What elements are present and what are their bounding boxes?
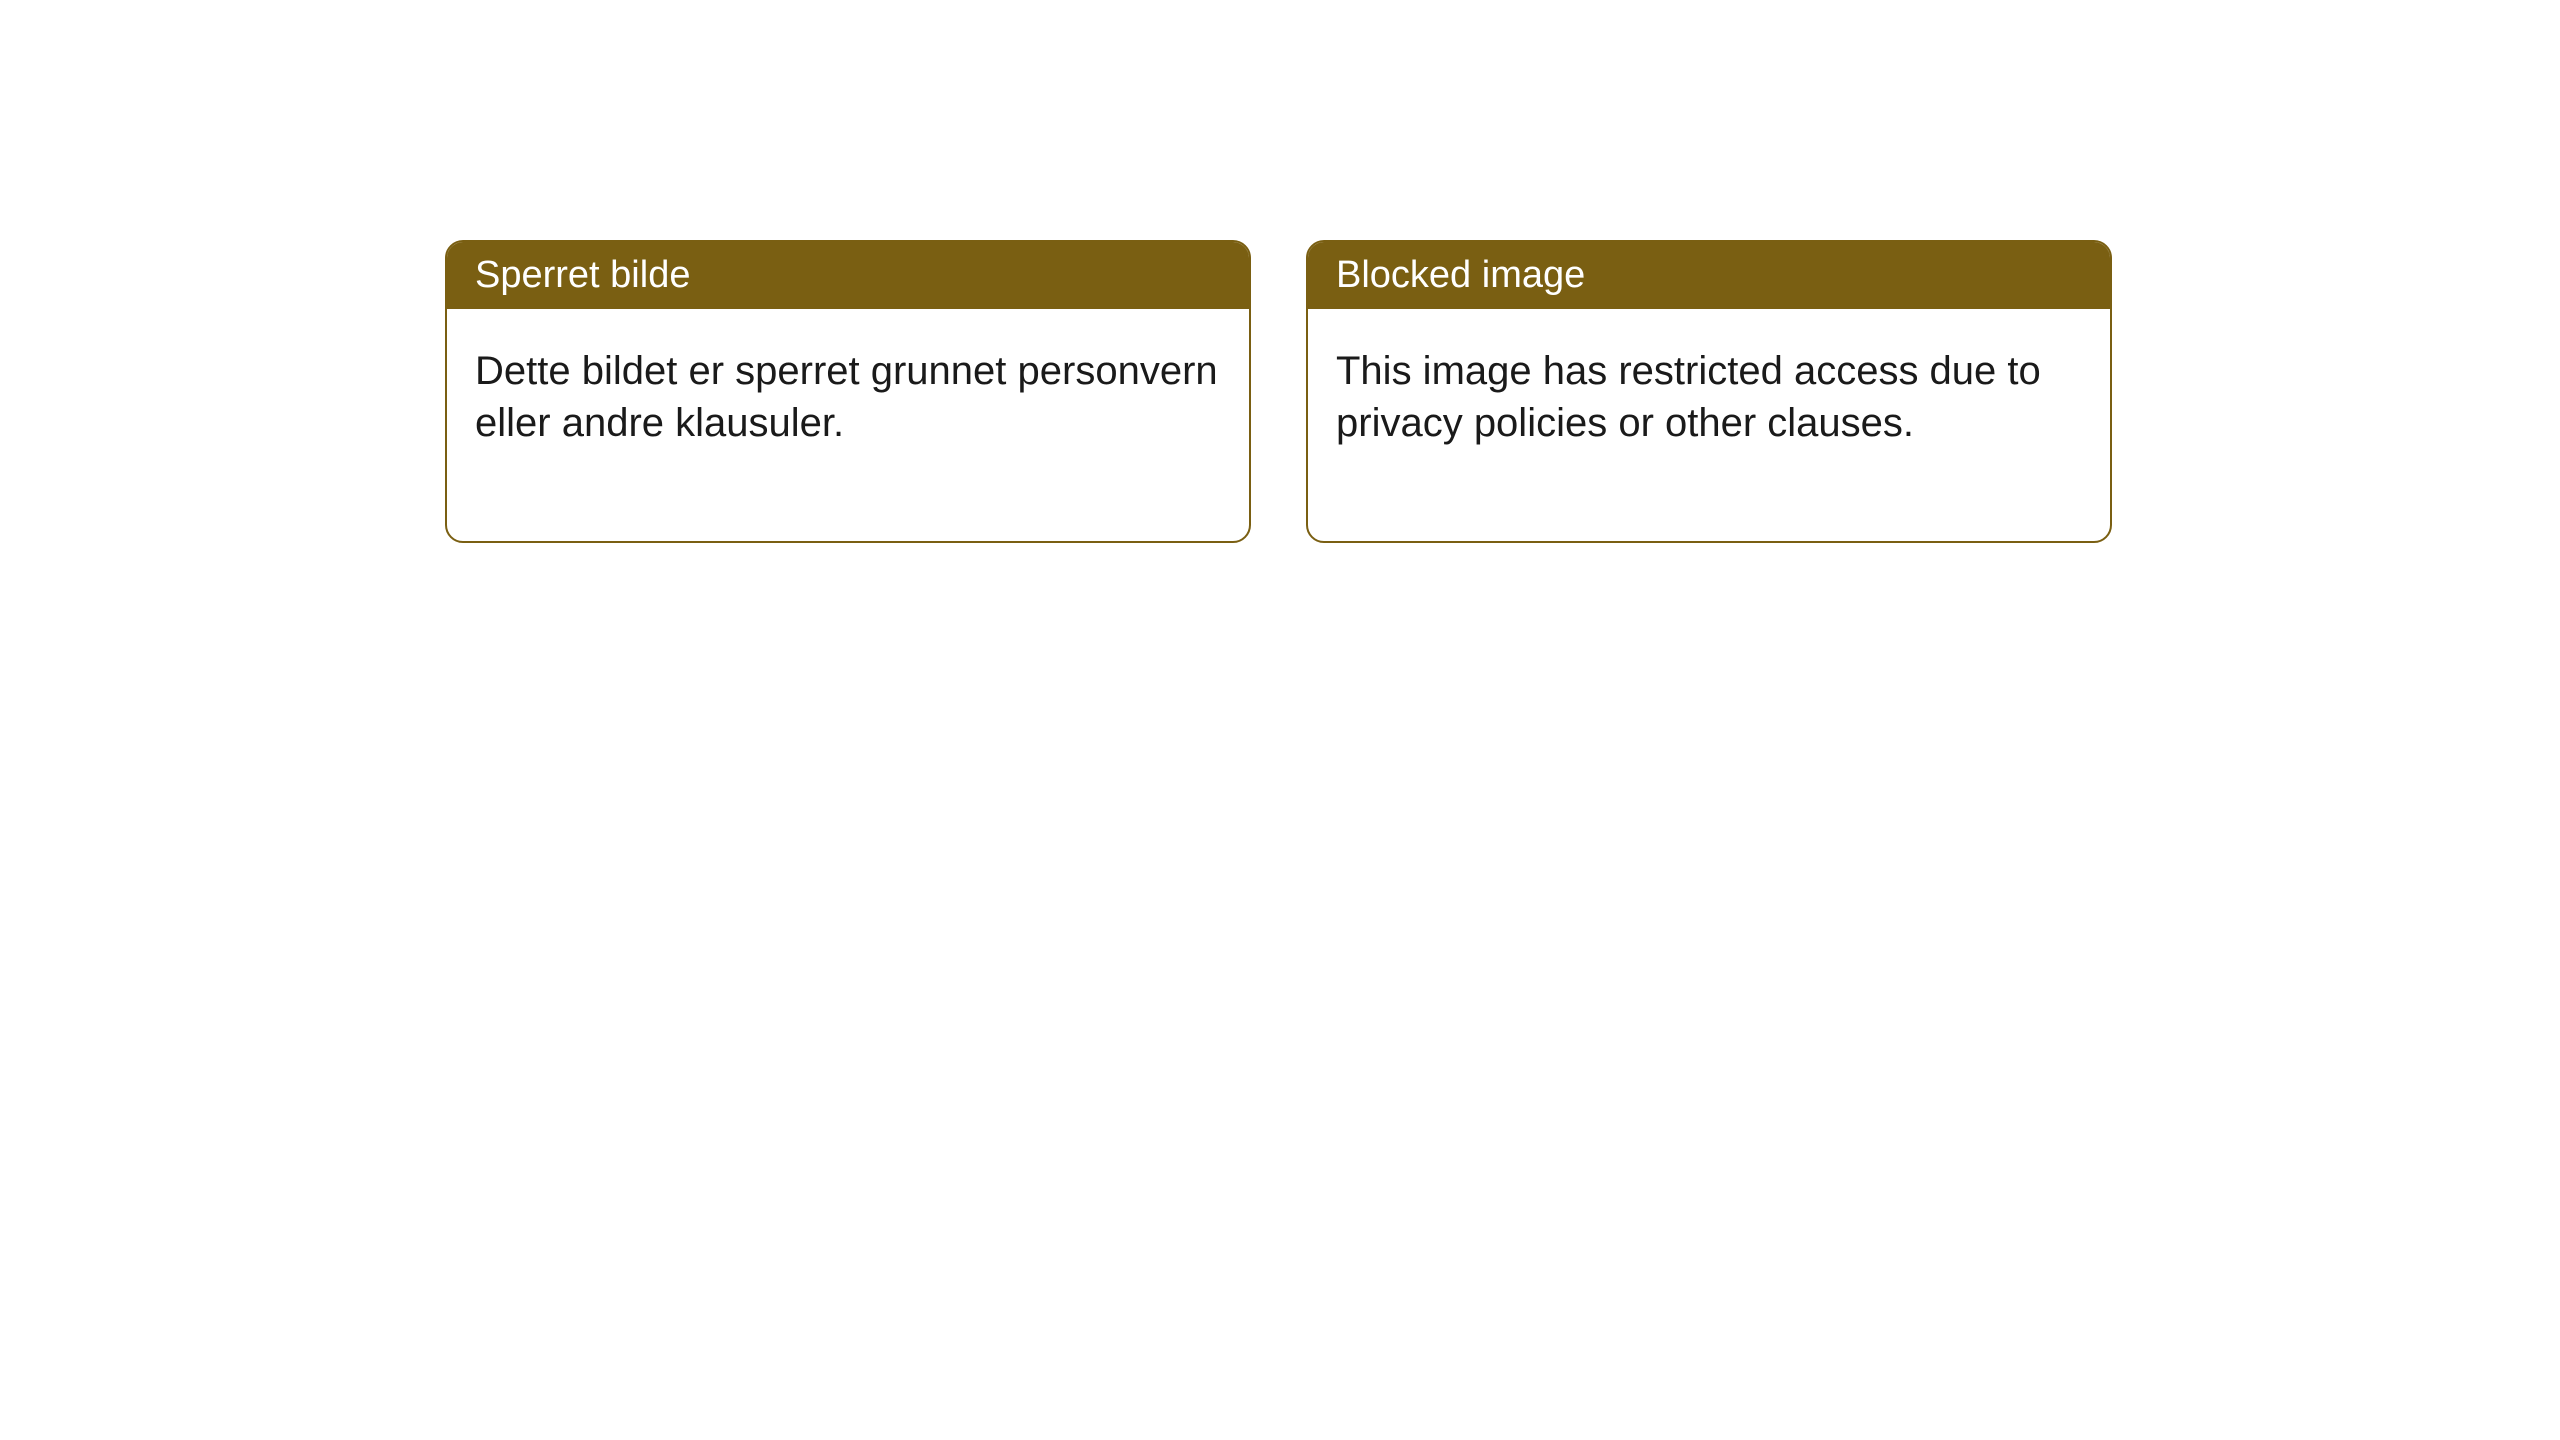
card-body-text: Dette bildet er sperret grunnet personve… [475, 349, 1218, 445]
blocked-image-card-no: Sperret bilde Dette bildet er sperret gr… [445, 240, 1251, 543]
card-title: Sperret bilde [475, 254, 690, 296]
card-body: This image has restricted access due to … [1308, 309, 2110, 541]
info-cards-row: Sperret bilde Dette bildet er sperret gr… [445, 240, 2112, 543]
card-title: Blocked image [1336, 254, 1585, 296]
card-body: Dette bildet er sperret grunnet personve… [447, 309, 1249, 541]
blocked-image-card-en: Blocked image This image has restricted … [1306, 240, 2112, 543]
card-header: Blocked image [1308, 242, 2110, 309]
card-body-text: This image has restricted access due to … [1336, 349, 2041, 445]
card-header: Sperret bilde [447, 242, 1249, 309]
